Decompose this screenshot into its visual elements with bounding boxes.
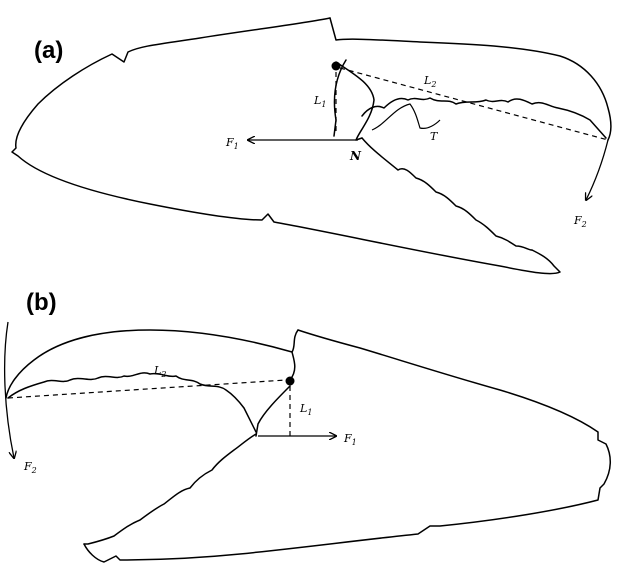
panel-b: (b) L1 L2 F1 F2: [4, 289, 611, 563]
panel-a-f2-arrow: [586, 139, 609, 200]
panel-b-label: (b): [26, 289, 57, 316]
panel-a-f1-label: F1: [225, 136, 239, 151]
panel-a-l1-label: L1: [313, 94, 326, 109]
panel-b-joint: [255, 351, 296, 437]
panel-b-l2-label: L2: [153, 364, 166, 379]
panel-a-n-label: N: [349, 149, 362, 163]
panel-b-dactyl-teeth: [7, 372, 257, 433]
panel-a-claw-body: [11, 17, 561, 275]
panel-a-dactyl-teeth: [361, 97, 607, 139]
panel-a-l2-label: L2: [423, 74, 436, 89]
panel-b-f2-arrow: [4, 321, 14, 458]
panel-b-l1-label: L1: [299, 402, 312, 417]
panel-a-t-label: T: [430, 130, 439, 143]
panel-a-bump: [371, 103, 441, 131]
panel-b-f2-label: F2: [23, 460, 37, 475]
panel-b-l2-line: [7, 379, 287, 399]
panel-b-lower-jaw: [83, 433, 257, 545]
panel-a-l2-line: [339, 67, 609, 141]
panel-b-f1-label: F1: [343, 432, 357, 447]
panel-a-f2-label: F2: [573, 214, 587, 229]
panel-a-joint: [333, 59, 375, 141]
panel-a-pivot: [331, 61, 341, 71]
panel-a: (a) L1 L2 F1 F2 N T: [11, 17, 612, 275]
panel-a-lower-jaw: [361, 137, 533, 251]
panel-b-dactyl-top: [5, 329, 299, 399]
panel-a-label: (a): [34, 37, 63, 64]
panel-b-claw-body: [83, 329, 611, 563]
panel-b-pivot: [285, 376, 295, 386]
panel-a-dactyl-top: [329, 17, 612, 141]
